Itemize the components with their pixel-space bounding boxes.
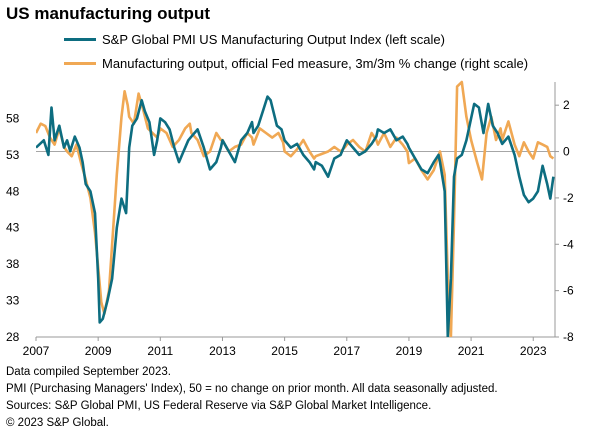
x-tick-label: 2007 xyxy=(23,344,50,358)
y-left-tick-label: 38 xyxy=(6,257,20,271)
x-tick-label: 2009 xyxy=(85,344,112,358)
footnote-sources: Sources: S&P Global PMI, US Federal Rese… xyxy=(6,400,432,412)
x-tick-label: 2019 xyxy=(396,344,423,358)
legend-item-fed: Manufacturing output, official Fed measu… xyxy=(64,56,528,71)
series-line-pmi xyxy=(36,95,555,337)
y-left-tick-label: 58 xyxy=(6,111,20,125)
y-right-tick-label: -4 xyxy=(563,237,574,251)
legend-swatch-fed xyxy=(64,62,96,65)
y-right-tick-label: 2 xyxy=(563,98,570,112)
legend-item-pmi: S&P Global PMI US Manufacturing Output I… xyxy=(64,32,445,47)
y-right-tick-label: 0 xyxy=(563,145,570,159)
y-left-tick-label: 43 xyxy=(6,221,20,235)
y-right-tick-label: -8 xyxy=(563,330,574,344)
x-tick-label: 2011 xyxy=(147,344,173,358)
y-left-tick-label: 53 xyxy=(6,148,20,162)
y-right-tick-label: -6 xyxy=(563,284,574,298)
y-right-tick-label: -2 xyxy=(563,191,574,205)
series-line-fed xyxy=(36,80,555,337)
x-tick-label: 2021 xyxy=(458,344,485,358)
legend-swatch-pmi xyxy=(64,38,96,41)
legend-label-fed: Manufacturing output, official Fed measu… xyxy=(102,56,529,71)
y-left-tick-label: 28 xyxy=(6,330,20,344)
x-tick-label: 2013 xyxy=(209,344,236,358)
footnote-copyright: © 2023 S&P Global. xyxy=(6,417,109,429)
x-tick-label: 2023 xyxy=(520,344,547,358)
y-left-tick-label: 48 xyxy=(6,184,20,198)
x-tick-label: 2015 xyxy=(271,344,298,358)
footnote-compiled: Data compiled September 2023. xyxy=(6,366,171,378)
legend-label-pmi: S&P Global PMI US Manufacturing Output I… xyxy=(102,32,445,47)
x-tick-label: 2017 xyxy=(333,344,360,358)
y-left-tick-label: 33 xyxy=(6,294,20,308)
chart-title: US manufacturing output xyxy=(6,4,210,23)
footnote-definition: PMI (Purchasing Managers' Index), 50 = n… xyxy=(6,383,498,395)
